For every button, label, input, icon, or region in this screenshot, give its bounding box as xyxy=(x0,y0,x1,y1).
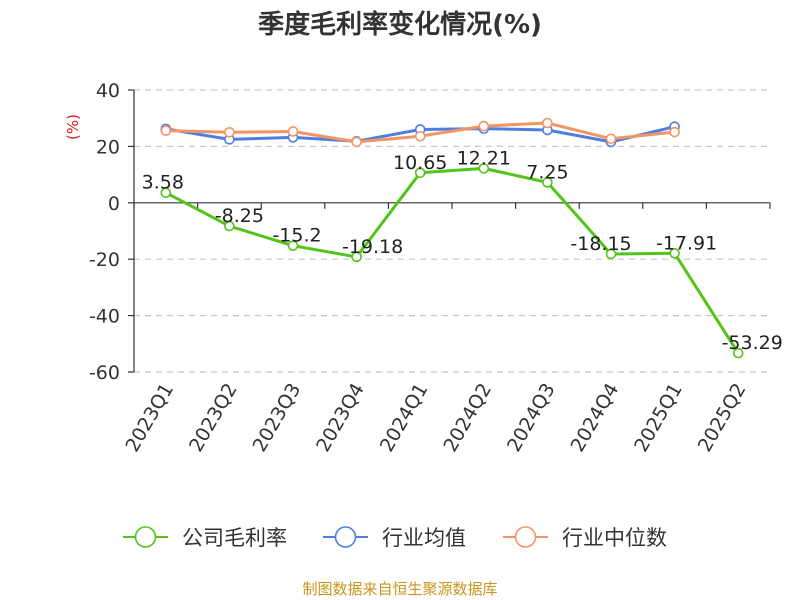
data-label: -53.29 xyxy=(722,332,783,354)
series-line-0 xyxy=(165,166,740,354)
legend-label: 行业均值 xyxy=(382,526,466,550)
series-lines xyxy=(160,117,744,359)
source-note: 制图数据来自恒生聚源数据库 xyxy=(302,580,497,598)
data-point[interactable] xyxy=(224,127,235,138)
data-point[interactable] xyxy=(160,187,172,199)
legend-item-0[interactable]: 公司毛利率 xyxy=(123,526,287,550)
data-label: -19.18 xyxy=(342,236,403,258)
data-label: 3.58 xyxy=(142,172,184,194)
data-point[interactable] xyxy=(669,248,680,259)
x-tick-label: 2024Q2 xyxy=(439,380,496,456)
x-tick-label: 2023Q1 xyxy=(121,380,178,456)
x-tick-label: 2024Q1 xyxy=(376,380,433,456)
x-tick-label: 2023Q2 xyxy=(185,380,242,456)
x-tick-label: 2023Q4 xyxy=(312,380,369,456)
data-point[interactable] xyxy=(542,117,553,129)
data-point[interactable] xyxy=(351,251,362,263)
legend-marker xyxy=(134,526,157,548)
legend-marker xyxy=(514,526,537,548)
data-point[interactable] xyxy=(351,136,362,148)
data-label: 10.65 xyxy=(393,152,447,174)
y-tick-label: -60 xyxy=(89,362,120,384)
x-tick-label: 2023Q3 xyxy=(249,380,306,456)
data-label: -18.15 xyxy=(570,233,631,255)
data-point[interactable] xyxy=(669,126,680,138)
data-point[interactable] xyxy=(732,347,744,359)
data-label: -8.25 xyxy=(215,205,264,227)
data-label: 7.25 xyxy=(526,161,568,183)
y-tick-label: -40 xyxy=(89,306,120,328)
data-point[interactable] xyxy=(414,167,426,179)
y-tick-label: 0 xyxy=(108,193,120,215)
data-label: -17.91 xyxy=(656,232,717,254)
data-point[interactable] xyxy=(542,177,553,188)
legend-item-2[interactable]: 行业中位数 xyxy=(503,526,667,550)
y-tick-label: -20 xyxy=(89,249,120,271)
legend-label: 行业中位数 xyxy=(562,526,667,550)
data-point[interactable] xyxy=(478,120,490,132)
x-tick-label: 2024Q4 xyxy=(567,380,624,456)
legend-marker xyxy=(334,526,357,548)
x-tick-label: 2025Q1 xyxy=(630,380,687,456)
data-point[interactable] xyxy=(605,133,617,145)
data-point[interactable] xyxy=(605,248,617,260)
legend[interactable]: 公司毛利率 行业均值 行业中位数 xyxy=(123,526,667,550)
legend-label: 公司毛利率 xyxy=(182,526,287,550)
y-tick-label: 20 xyxy=(96,136,120,158)
x-tick-label: 2025Q2 xyxy=(694,380,751,456)
y-axis-unit: (%) xyxy=(64,114,82,140)
y-tick-label: 40 xyxy=(96,80,120,102)
data-point[interactable] xyxy=(414,130,426,142)
data-point[interactable] xyxy=(287,126,299,137)
data-point[interactable] xyxy=(224,220,235,232)
grid-lines xyxy=(134,89,770,373)
data-point[interactable] xyxy=(160,125,172,136)
data-labels: 3.58 -8.25 -15.2 -19.18 10.65 12.21 7.25 -18.15… xyxy=(142,147,783,354)
legend-item-1[interactable]: 行业均值 xyxy=(323,526,466,550)
chart-title: 季度毛利率变化情况(%) xyxy=(258,9,542,40)
data-point[interactable] xyxy=(287,240,299,251)
data-label: 12.21 xyxy=(457,147,511,169)
x-tick-label: 2024Q3 xyxy=(503,380,560,456)
data-label: -15.2 xyxy=(272,225,321,247)
data-point[interactable] xyxy=(478,163,490,174)
